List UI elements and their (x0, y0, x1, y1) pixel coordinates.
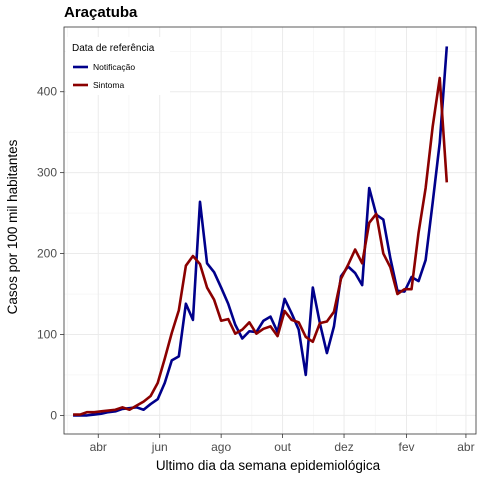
series-lines (73, 46, 449, 417)
x-tick-label: out (274, 440, 291, 454)
y-tick-label: 100 (37, 327, 57, 341)
series-line-sintoma (73, 76, 449, 416)
y-tick-label: 200 (37, 247, 57, 261)
y-tick-label: 300 (37, 166, 57, 180)
axis-ticks: 0 100 200 300 400 abr jun ago out dez fev abr (37, 85, 475, 454)
x-tick-label: dez (334, 440, 353, 454)
x-tick-label: abr (457, 440, 474, 454)
legend-label-sintoma: Sintoma (93, 80, 124, 90)
panel-border (63, 26, 477, 435)
chart-title: Araçatuba (64, 4, 138, 21)
legend: Data de referência Notificação Sintoma (66, 37, 170, 95)
x-tick-label: fev (398, 440, 414, 454)
x-tick-label: abr (90, 440, 107, 454)
legend-title: Data de referência (72, 43, 155, 54)
y-tick-label: 0 (50, 408, 57, 422)
y-tick-label: 400 (37, 85, 57, 99)
legend-label-notificacao: Notificação (93, 62, 135, 72)
x-tick-label: ago (211, 440, 231, 454)
x-axis-title: Ultimo dia da semana epidemiológica (156, 458, 381, 473)
x-tick-label: jun (151, 440, 168, 454)
y-axis-title: Casos por 100 mil habitantes (5, 139, 20, 314)
